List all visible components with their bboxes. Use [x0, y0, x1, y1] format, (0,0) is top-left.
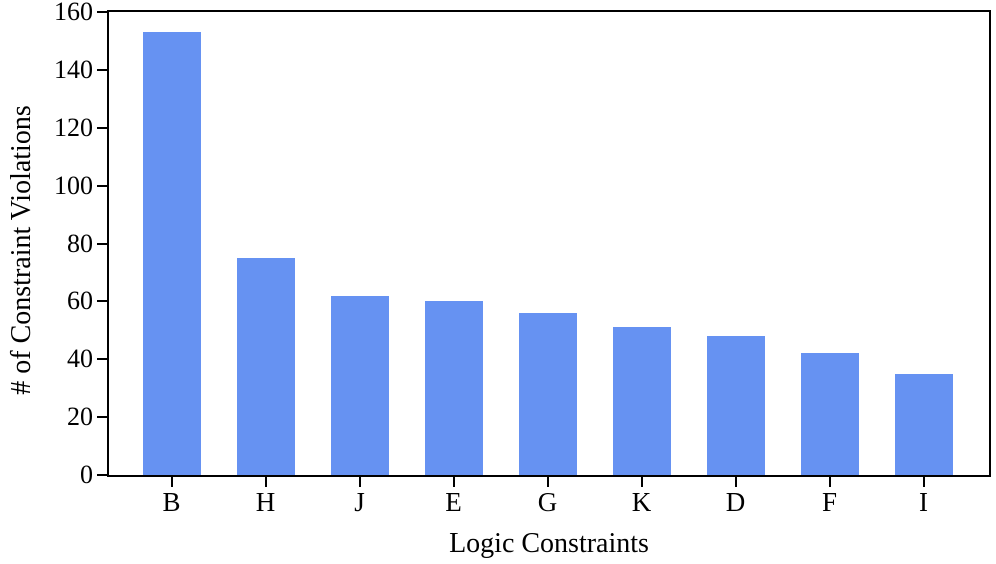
x-tick-mark	[828, 475, 831, 487]
y-tick-label: 80	[67, 228, 93, 258]
x-tick-label-B: B	[162, 487, 181, 517]
x-tick-label-F: F	[821, 487, 838, 517]
y-tick-mark	[97, 11, 109, 13]
y-tick-label: 140	[54, 54, 93, 84]
bar-E	[424, 301, 483, 475]
x-tick-label-J: J	[354, 487, 365, 517]
y-tick-mark	[97, 68, 109, 71]
bar-F	[800, 353, 859, 475]
x-tick-label-H: H	[255, 487, 276, 517]
y-axis-label: # of Constraint Violations	[6, 105, 37, 395]
bar-J	[330, 295, 389, 475]
y-tick-label: 0	[80, 460, 93, 489]
y-tick-mark	[97, 300, 109, 303]
y-tick-mark	[97, 184, 109, 187]
y-tick-label: 160	[54, 0, 93, 26]
x-tick-label-G: G	[537, 487, 558, 517]
x-tick-mark	[734, 475, 737, 487]
y-tick-label: 40	[67, 344, 93, 374]
bar-H	[236, 257, 295, 475]
x-axis-label: Logic Constraints	[449, 528, 649, 559]
bar-G	[518, 312, 577, 475]
x-tick-mark	[922, 475, 925, 487]
x-tick-label-I: I	[919, 487, 928, 517]
y-tick-mark	[97, 242, 109, 245]
y-tick-mark	[97, 416, 109, 419]
bar-B	[142, 32, 201, 475]
y-tick-mark	[97, 358, 109, 361]
x-tick-mark	[546, 475, 549, 487]
x-tick-mark	[264, 475, 267, 487]
y-tick-mark	[97, 474, 109, 476]
x-tick-label-D: D	[725, 487, 746, 517]
x-tick-label-E: E	[445, 487, 462, 517]
bar-D	[706, 336, 765, 475]
y-tick-label: 60	[67, 286, 93, 316]
x-tick-mark	[358, 475, 361, 487]
y-tick-label: 100	[54, 170, 93, 200]
x-tick-mark	[452, 475, 455, 487]
x-tick-label-K: K	[631, 487, 652, 517]
x-tick-mark	[170, 475, 173, 487]
y-tick-label: 20	[67, 402, 93, 432]
y-tick-mark	[97, 126, 109, 129]
x-tick-mark	[640, 475, 643, 487]
plot-area: 0 20 40 60 80 100 120 140 160 B H J E G K D F I	[54, 0, 991, 516]
y-tick-label: 120	[54, 112, 93, 142]
bar-K	[612, 327, 671, 475]
bar-I	[894, 373, 953, 475]
